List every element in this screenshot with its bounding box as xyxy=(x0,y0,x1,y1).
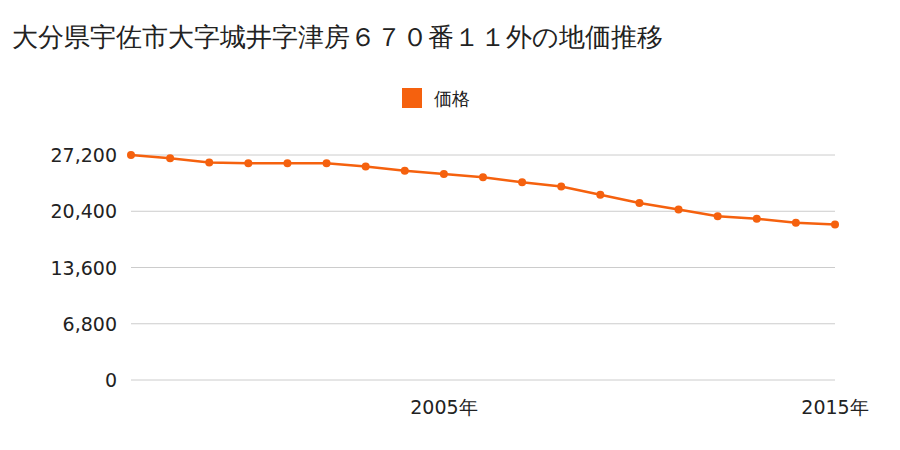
point xyxy=(635,199,643,207)
y-tick-label: 27,200 xyxy=(51,144,117,166)
point xyxy=(831,220,839,228)
y-tick-label: 13,600 xyxy=(51,257,117,279)
grid-line xyxy=(131,267,835,268)
point xyxy=(362,163,370,171)
point xyxy=(479,173,487,181)
x-tick-label: 2015年 xyxy=(801,396,868,418)
title: 大分県宇佐市大字城井字津房６７０番１１外の地価推移 xyxy=(12,22,663,52)
y-tick-label: 20,400 xyxy=(51,200,117,222)
chart: 大分県宇佐市大字城井字津房６７０番１１外の地価推移 0 6,800 13,600 20,… xyxy=(0,0,900,450)
point xyxy=(596,191,604,199)
point xyxy=(557,182,565,190)
point xyxy=(753,215,761,223)
legend-label: 価格 xyxy=(434,88,470,109)
point xyxy=(714,212,722,220)
point xyxy=(244,159,252,167)
series-line xyxy=(131,155,835,224)
grid-line xyxy=(131,323,835,324)
grid-line xyxy=(131,155,835,156)
point xyxy=(127,151,135,159)
point xyxy=(323,159,331,167)
point xyxy=(675,206,683,214)
x-tick-label: 2005年 xyxy=(410,396,477,418)
point xyxy=(401,167,409,175)
point xyxy=(518,178,526,186)
point xyxy=(205,158,213,166)
legend-swatch xyxy=(402,88,422,108)
y-tick-label: 0 xyxy=(105,369,117,391)
point xyxy=(283,159,291,167)
point xyxy=(792,219,800,227)
y-tick-label: 6,800 xyxy=(63,313,117,335)
grid-line xyxy=(131,380,835,381)
point xyxy=(166,154,174,162)
grid-line xyxy=(131,211,835,212)
series-group xyxy=(127,151,839,228)
point xyxy=(440,170,448,178)
